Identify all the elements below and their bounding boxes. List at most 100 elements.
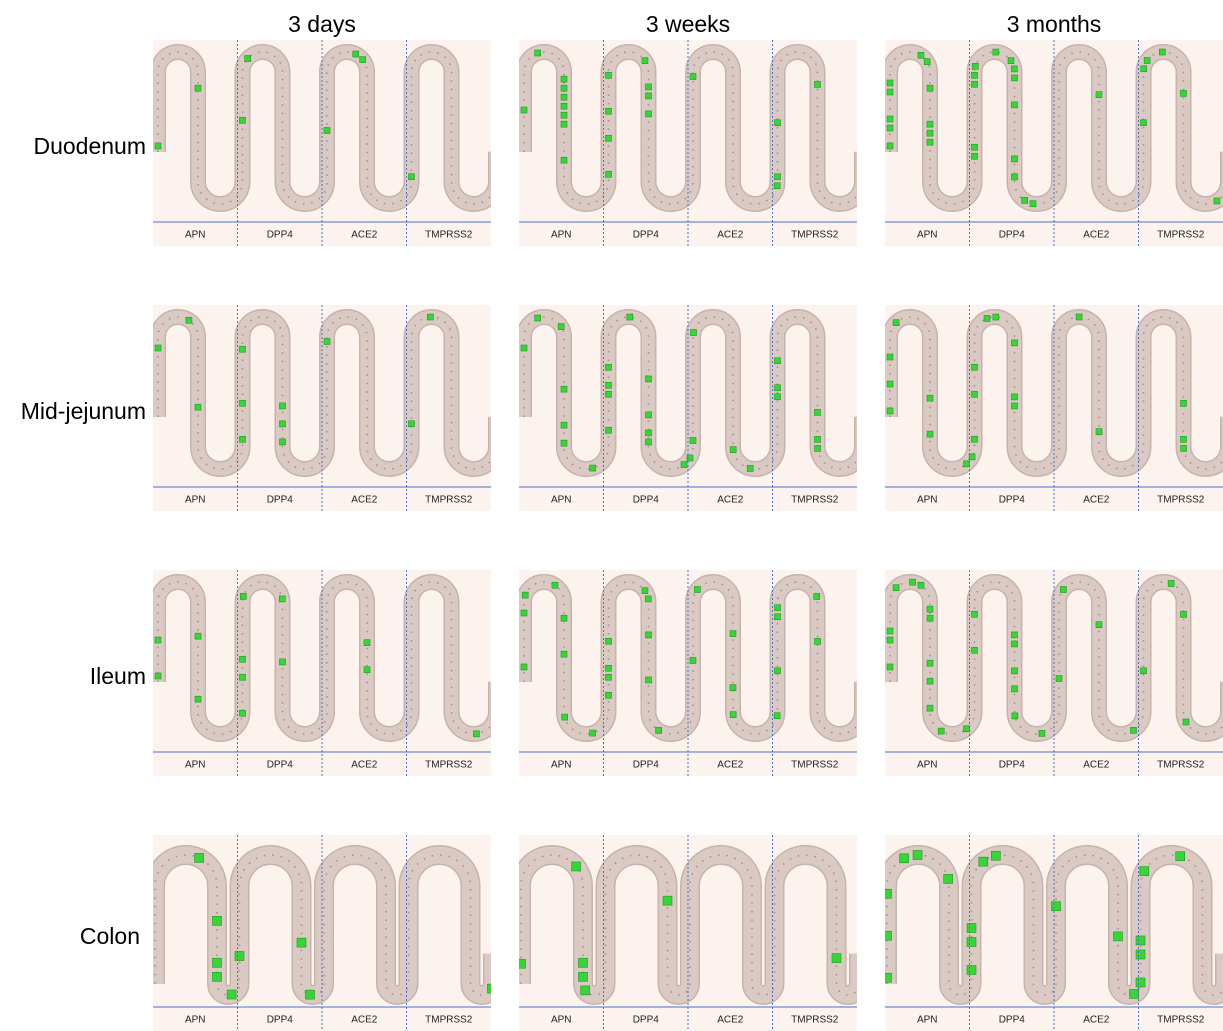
green-cell (194, 403, 202, 411)
green-cell (773, 712, 781, 720)
green-cell (966, 923, 977, 933)
green-cell (1011, 667, 1018, 675)
green-cell (1180, 436, 1187, 443)
panel-label: APN (185, 495, 206, 506)
green-cell (1011, 402, 1018, 410)
green-cell (560, 439, 568, 447)
green-cell (923, 58, 931, 65)
green-cell (645, 110, 652, 118)
green-cell (557, 323, 565, 330)
green-cell (885, 930, 892, 941)
panel-label: APN (551, 1015, 572, 1026)
green-cell (1011, 685, 1018, 693)
green-cell (686, 454, 694, 462)
green-cell (605, 664, 612, 672)
green-cell (605, 363, 612, 371)
green-cell (909, 578, 916, 586)
green-cell (899, 853, 909, 864)
green-cell (886, 380, 894, 388)
green-cell (645, 83, 652, 91)
green-cell (1175, 851, 1186, 862)
green-cell (239, 116, 246, 124)
green-cell (774, 604, 781, 612)
panel-label: APN (551, 230, 572, 241)
nuclei (523, 581, 857, 735)
row-label: Duodenum (33, 133, 146, 159)
green-cell (226, 989, 237, 1000)
green-cell (773, 182, 781, 190)
green-cell (978, 856, 989, 867)
green-cell (239, 435, 246, 443)
panel-label: ACE2 (717, 1015, 744, 1026)
green-cell (279, 438, 286, 446)
green-cell (1139, 866, 1150, 876)
green-cell (560, 385, 568, 393)
green-cell (746, 465, 754, 472)
green-cell (968, 453, 976, 461)
green-cell (892, 584, 900, 591)
green-cell (154, 142, 162, 150)
green-cell (605, 673, 612, 681)
panel: APN DPP4 ACE2 TMPRSS2 (885, 570, 1223, 776)
green-cell (971, 143, 978, 151)
panel-label: DPP4 (633, 1015, 660, 1026)
panel: APN DPP4 ACE2 TMPRSS2 (519, 305, 857, 511)
green-cell (774, 173, 781, 181)
green-cell (814, 409, 821, 416)
green-cell (1180, 400, 1187, 407)
green-cell (926, 659, 934, 667)
green-cell (239, 655, 246, 663)
green-cell (519, 958, 526, 969)
panel-label: APN (917, 1015, 938, 1026)
green-cell (729, 446, 737, 453)
green-cell (240, 593, 247, 600)
panel: APN DPP4 ACE2 TMPRSS2 (153, 40, 491, 246)
green-cell (194, 853, 204, 863)
green-cell (926, 394, 934, 402)
green-cell (1011, 155, 1018, 163)
green-cell (831, 953, 842, 963)
panel-label: TMPRSS2 (425, 760, 473, 771)
green-cell (1140, 119, 1147, 127)
green-cell (645, 438, 652, 446)
green-cell (774, 119, 781, 127)
green-cell (926, 120, 934, 128)
green-cell (1011, 339, 1018, 347)
panel-label: ACE2 (351, 760, 378, 771)
green-cell (991, 850, 1001, 861)
green-cell (194, 632, 202, 640)
green-cell (971, 363, 978, 371)
green-cell (917, 581, 925, 589)
green-cell (886, 636, 894, 644)
green-cell (1011, 173, 1018, 181)
panel: APN DPP4 ACE2 TMPRSS2 (885, 835, 1223, 1031)
panel-label: TMPRSS2 (1157, 495, 1205, 506)
column-title: 3 weeks (646, 11, 730, 37)
panel-label: APN (551, 760, 572, 771)
green-cell (212, 972, 222, 982)
green-cell (520, 663, 528, 671)
green-cell (943, 874, 953, 884)
green-cell (963, 725, 970, 733)
green-cell (521, 591, 529, 599)
panel-label: APN (917, 495, 938, 506)
green-cell (937, 727, 945, 735)
green-cell (1038, 730, 1046, 737)
green-cell (589, 729, 596, 737)
nuclei (523, 316, 857, 470)
green-cell (926, 129, 934, 137)
green-cell (1180, 445, 1187, 452)
green-cell (774, 384, 781, 392)
green-cell (1095, 621, 1103, 628)
green-cell (1021, 197, 1028, 204)
green-cell (971, 80, 978, 88)
green-cell (1135, 935, 1146, 946)
green-cell (1213, 197, 1221, 205)
green-cell (185, 316, 193, 324)
green-cell (926, 138, 934, 146)
panel-label: APN (917, 760, 938, 771)
green-cell (239, 673, 246, 681)
green-cell (645, 676, 652, 684)
panel-label: TMPRSS2 (791, 1015, 839, 1026)
green-cell (971, 610, 978, 618)
